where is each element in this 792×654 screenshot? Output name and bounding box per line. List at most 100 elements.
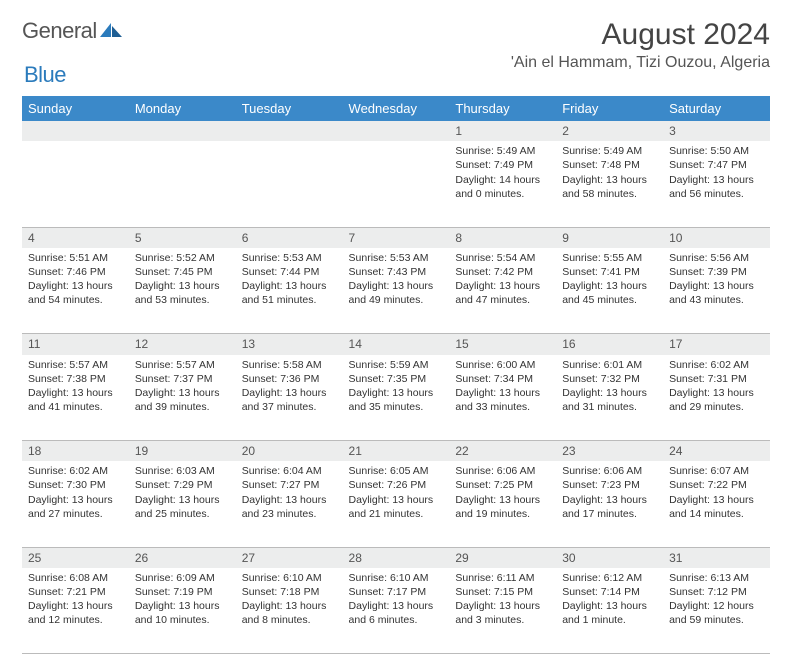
daylight-line: Daylight: 13 hours and 3 minutes. (455, 599, 550, 627)
daylight-line: Daylight: 13 hours and 37 minutes. (242, 386, 337, 414)
day-number-cell: 10 (663, 227, 770, 248)
day-details: Sunrise: 5:49 AMSunset: 7:49 PMDaylight:… (455, 144, 550, 201)
week-row: Sunrise: 6:02 AMSunset: 7:30 PMDaylight:… (22, 461, 770, 547)
day-detail-cell: Sunrise: 5:55 AMSunset: 7:41 PMDaylight:… (556, 248, 663, 334)
sunrise-line: Sunrise: 5:50 AM (669, 144, 764, 158)
day-detail-cell: Sunrise: 6:10 AMSunset: 7:17 PMDaylight:… (343, 568, 450, 654)
sunset-line: Sunset: 7:36 PM (242, 372, 337, 386)
sunrise-line: Sunrise: 5:59 AM (349, 358, 444, 372)
location-text: 'Ain el Hammam, Tizi Ouzou, Algeria (511, 54, 770, 72)
day-details: Sunrise: 6:12 AMSunset: 7:14 PMDaylight:… (562, 571, 657, 628)
day-detail-cell (22, 141, 129, 227)
day-detail-cell: Sunrise: 5:58 AMSunset: 7:36 PMDaylight:… (236, 355, 343, 441)
day-detail-cell: Sunrise: 6:02 AMSunset: 7:30 PMDaylight:… (22, 461, 129, 547)
day-detail-cell: Sunrise: 6:01 AMSunset: 7:32 PMDaylight:… (556, 355, 663, 441)
weekday-header: Saturday (663, 96, 770, 121)
sunrise-line: Sunrise: 5:55 AM (562, 251, 657, 265)
day-number-cell: 16 (556, 334, 663, 355)
sunset-line: Sunset: 7:35 PM (349, 372, 444, 386)
day-detail-cell: Sunrise: 5:49 AMSunset: 7:49 PMDaylight:… (449, 141, 556, 227)
sunrise-line: Sunrise: 5:53 AM (349, 251, 444, 265)
day-number-cell: 20 (236, 441, 343, 462)
day-detail-cell: Sunrise: 5:54 AMSunset: 7:42 PMDaylight:… (449, 248, 556, 334)
day-detail-cell: Sunrise: 5:52 AMSunset: 7:45 PMDaylight:… (129, 248, 236, 334)
day-number-row: 45678910 (22, 227, 770, 248)
sunset-line: Sunset: 7:38 PM (28, 372, 123, 386)
day-number-cell: 17 (663, 334, 770, 355)
sunrise-line: Sunrise: 6:10 AM (349, 571, 444, 585)
day-number-cell (236, 121, 343, 141)
day-details: Sunrise: 6:11 AMSunset: 7:15 PMDaylight:… (455, 571, 550, 628)
day-detail-cell: Sunrise: 5:50 AMSunset: 7:47 PMDaylight:… (663, 141, 770, 227)
daylight-line: Daylight: 13 hours and 41 minutes. (28, 386, 123, 414)
weekday-header-row: Sunday Monday Tuesday Wednesday Thursday… (22, 96, 770, 121)
day-detail-cell: Sunrise: 6:03 AMSunset: 7:29 PMDaylight:… (129, 461, 236, 547)
day-detail-cell: Sunrise: 5:53 AMSunset: 7:43 PMDaylight:… (343, 248, 450, 334)
day-details: Sunrise: 5:49 AMSunset: 7:48 PMDaylight:… (562, 144, 657, 201)
day-number-cell: 26 (129, 547, 236, 568)
daylight-line: Daylight: 13 hours and 10 minutes. (135, 599, 230, 627)
sunrise-line: Sunrise: 5:51 AM (28, 251, 123, 265)
day-detail-cell: Sunrise: 6:08 AMSunset: 7:21 PMDaylight:… (22, 568, 129, 654)
sunrise-line: Sunrise: 6:02 AM (669, 358, 764, 372)
daylight-line: Daylight: 13 hours and 39 minutes. (135, 386, 230, 414)
daylight-line: Daylight: 13 hours and 1 minute. (562, 599, 657, 627)
day-details: Sunrise: 5:51 AMSunset: 7:46 PMDaylight:… (28, 251, 123, 308)
sunset-line: Sunset: 7:32 PM (562, 372, 657, 386)
sunrise-line: Sunrise: 6:10 AM (242, 571, 337, 585)
day-detail-cell: Sunrise: 5:53 AMSunset: 7:44 PMDaylight:… (236, 248, 343, 334)
day-number-cell: 29 (449, 547, 556, 568)
day-details: Sunrise: 5:54 AMSunset: 7:42 PMDaylight:… (455, 251, 550, 308)
sunrise-line: Sunrise: 5:53 AM (242, 251, 337, 265)
day-number-row: 18192021222324 (22, 441, 770, 462)
daylight-line: Daylight: 13 hours and 49 minutes. (349, 279, 444, 307)
sunrise-line: Sunrise: 6:06 AM (455, 464, 550, 478)
day-detail-cell: Sunrise: 6:09 AMSunset: 7:19 PMDaylight:… (129, 568, 236, 654)
day-details: Sunrise: 6:10 AMSunset: 7:18 PMDaylight:… (242, 571, 337, 628)
sunset-line: Sunset: 7:39 PM (669, 265, 764, 279)
day-detail-cell: Sunrise: 6:12 AMSunset: 7:14 PMDaylight:… (556, 568, 663, 654)
day-number-cell: 31 (663, 547, 770, 568)
weekday-header: Sunday (22, 96, 129, 121)
day-detail-cell: Sunrise: 6:06 AMSunset: 7:25 PMDaylight:… (449, 461, 556, 547)
daylight-line: Daylight: 13 hours and 12 minutes. (28, 599, 123, 627)
sunrise-line: Sunrise: 5:49 AM (455, 144, 550, 158)
day-number-cell: 8 (449, 227, 556, 248)
sunset-line: Sunset: 7:22 PM (669, 478, 764, 492)
sunset-line: Sunset: 7:12 PM (669, 585, 764, 599)
day-number-cell: 25 (22, 547, 129, 568)
sunset-line: Sunset: 7:34 PM (455, 372, 550, 386)
daylight-line: Daylight: 13 hours and 51 minutes. (242, 279, 337, 307)
day-number-cell: 2 (556, 121, 663, 141)
sunrise-line: Sunrise: 6:09 AM (135, 571, 230, 585)
sunset-line: Sunset: 7:45 PM (135, 265, 230, 279)
daylight-line: Daylight: 13 hours and 45 minutes. (562, 279, 657, 307)
sunrise-line: Sunrise: 6:03 AM (135, 464, 230, 478)
daylight-line: Daylight: 13 hours and 23 minutes. (242, 493, 337, 521)
daylight-line: Daylight: 13 hours and 56 minutes. (669, 173, 764, 201)
weekday-header: Monday (129, 96, 236, 121)
day-detail-cell: Sunrise: 5:59 AMSunset: 7:35 PMDaylight:… (343, 355, 450, 441)
sunrise-line: Sunrise: 6:04 AM (242, 464, 337, 478)
daylight-line: Daylight: 12 hours and 59 minutes. (669, 599, 764, 627)
weekday-header: Thursday (449, 96, 556, 121)
daylight-line: Daylight: 13 hours and 31 minutes. (562, 386, 657, 414)
day-details: Sunrise: 5:57 AMSunset: 7:38 PMDaylight:… (28, 358, 123, 415)
day-detail-cell (236, 141, 343, 227)
sunrise-line: Sunrise: 6:13 AM (669, 571, 764, 585)
sunrise-line: Sunrise: 6:00 AM (455, 358, 550, 372)
month-title: August 2024 (511, 18, 770, 52)
day-number-row: 123 (22, 121, 770, 141)
sunrise-line: Sunrise: 6:07 AM (669, 464, 764, 478)
day-details: Sunrise: 6:09 AMSunset: 7:19 PMDaylight:… (135, 571, 230, 628)
day-number-row: 25262728293031 (22, 547, 770, 568)
brand-word-1: General (22, 18, 97, 44)
daylight-line: Daylight: 13 hours and 19 minutes. (455, 493, 550, 521)
day-details: Sunrise: 6:04 AMSunset: 7:27 PMDaylight:… (242, 464, 337, 521)
sunrise-line: Sunrise: 5:58 AM (242, 358, 337, 372)
sunrise-line: Sunrise: 6:12 AM (562, 571, 657, 585)
daylight-line: Daylight: 13 hours and 21 minutes. (349, 493, 444, 521)
day-detail-cell: Sunrise: 6:10 AMSunset: 7:18 PMDaylight:… (236, 568, 343, 654)
day-detail-cell: Sunrise: 6:00 AMSunset: 7:34 PMDaylight:… (449, 355, 556, 441)
sunset-line: Sunset: 7:49 PM (455, 158, 550, 172)
